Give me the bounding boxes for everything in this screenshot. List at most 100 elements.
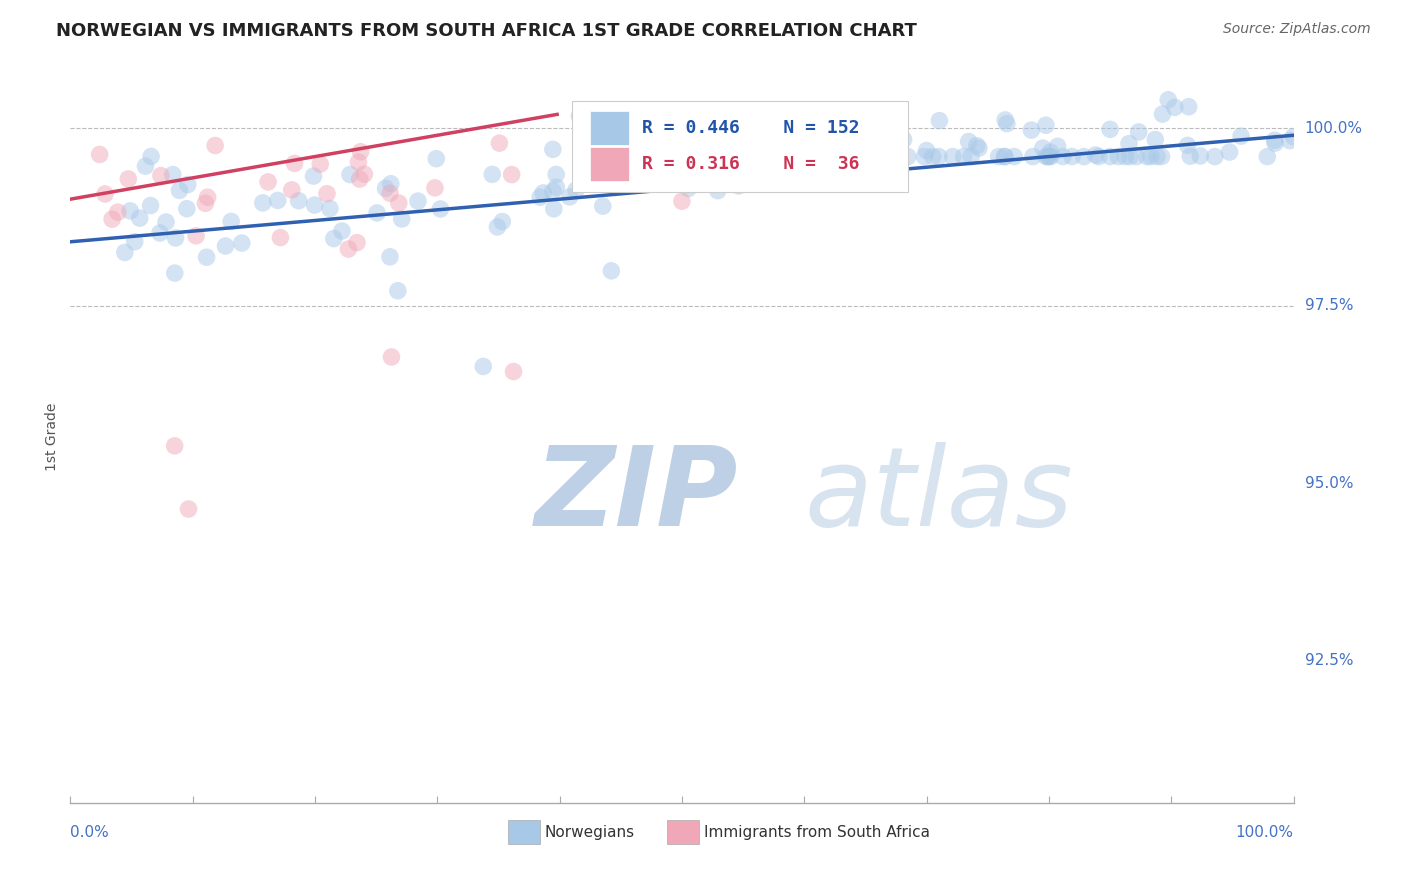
Point — [1264, 133, 1286, 147]
Point — [252, 195, 274, 210]
Point — [1146, 150, 1168, 164]
Point — [1035, 150, 1057, 164]
Point — [1052, 150, 1074, 164]
Point — [330, 224, 353, 238]
Point — [486, 219, 509, 234]
Point — [1039, 150, 1062, 164]
Point — [994, 112, 1017, 127]
Point — [1136, 150, 1159, 164]
Point — [1060, 150, 1083, 164]
Text: 0.0%: 0.0% — [70, 825, 110, 839]
Point — [1022, 150, 1045, 164]
Point — [162, 168, 184, 182]
Point — [733, 174, 755, 188]
Point — [163, 266, 186, 280]
Point — [853, 150, 876, 164]
Point — [304, 198, 326, 212]
Point — [546, 168, 568, 182]
Point — [184, 228, 207, 243]
Point — [671, 130, 693, 145]
Point — [879, 150, 901, 164]
Point — [124, 235, 146, 249]
Text: Immigrants from South Africa: Immigrants from South Africa — [704, 824, 929, 839]
Point — [1125, 150, 1147, 164]
Y-axis label: 1st Grade: 1st Grade — [45, 403, 59, 471]
Point — [915, 144, 938, 158]
Point — [1128, 125, 1150, 139]
Point — [863, 141, 886, 155]
Point — [785, 150, 807, 164]
Point — [758, 150, 780, 164]
Point — [810, 124, 832, 138]
Point — [821, 133, 844, 147]
Point — [339, 168, 361, 182]
Text: R = 0.446    N = 152: R = 0.446 N = 152 — [641, 119, 859, 136]
Point — [921, 150, 943, 164]
Point — [1164, 100, 1187, 114]
Point — [1118, 136, 1140, 151]
Point — [558, 190, 581, 204]
Point — [214, 239, 236, 253]
Point — [155, 215, 177, 229]
Point — [101, 212, 124, 227]
Point — [1177, 138, 1199, 153]
Point — [380, 177, 402, 191]
Point — [177, 502, 200, 516]
Point — [748, 150, 770, 164]
Point — [733, 150, 755, 164]
Point — [531, 186, 554, 200]
Point — [120, 203, 142, 218]
Point — [387, 284, 409, 298]
Point — [406, 194, 429, 208]
Point — [302, 169, 325, 183]
Text: Norwegians: Norwegians — [546, 824, 636, 839]
Point — [787, 150, 810, 164]
Point — [1139, 150, 1161, 164]
Point — [472, 359, 495, 374]
Point — [868, 150, 890, 164]
Point — [219, 214, 242, 228]
Text: atlas: atlas — [804, 442, 1073, 549]
Point — [391, 212, 413, 227]
Point — [1256, 150, 1278, 164]
Point — [281, 183, 304, 197]
Text: NORWEGIAN VS IMMIGRANTS FROM SOUTH AFRICA 1ST GRADE CORRELATION CHART: NORWEGIAN VS IMMIGRANTS FROM SOUTH AFRIC… — [56, 22, 917, 40]
Point — [789, 150, 811, 164]
Point — [568, 109, 591, 123]
Text: R = 0.316    N =  36: R = 0.316 N = 36 — [641, 155, 859, 173]
Point — [128, 211, 150, 226]
Point — [195, 250, 218, 264]
Point — [960, 150, 983, 164]
Point — [366, 206, 388, 220]
Point — [269, 230, 291, 244]
Point — [1189, 149, 1212, 163]
Point — [600, 264, 623, 278]
Point — [1264, 136, 1286, 150]
Point — [571, 164, 593, 178]
Point — [488, 136, 510, 150]
Point — [1039, 145, 1062, 160]
Point — [1152, 107, 1174, 121]
Point — [612, 169, 634, 184]
Point — [353, 167, 375, 181]
Point — [1278, 134, 1301, 148]
Point — [541, 142, 564, 156]
Point — [957, 135, 980, 149]
Point — [893, 132, 915, 146]
Point — [966, 138, 988, 153]
Point — [529, 190, 551, 204]
Point — [565, 183, 588, 197]
Point — [987, 150, 1010, 164]
Point — [346, 235, 368, 250]
Point — [1119, 150, 1142, 164]
Point — [380, 350, 402, 364]
Point — [994, 150, 1017, 164]
Point — [322, 231, 344, 245]
Point — [912, 150, 935, 164]
Point — [995, 117, 1018, 131]
Point — [134, 159, 156, 173]
Point — [546, 180, 568, 194]
Point — [897, 150, 920, 164]
Point — [107, 205, 129, 219]
Point — [804, 136, 827, 151]
